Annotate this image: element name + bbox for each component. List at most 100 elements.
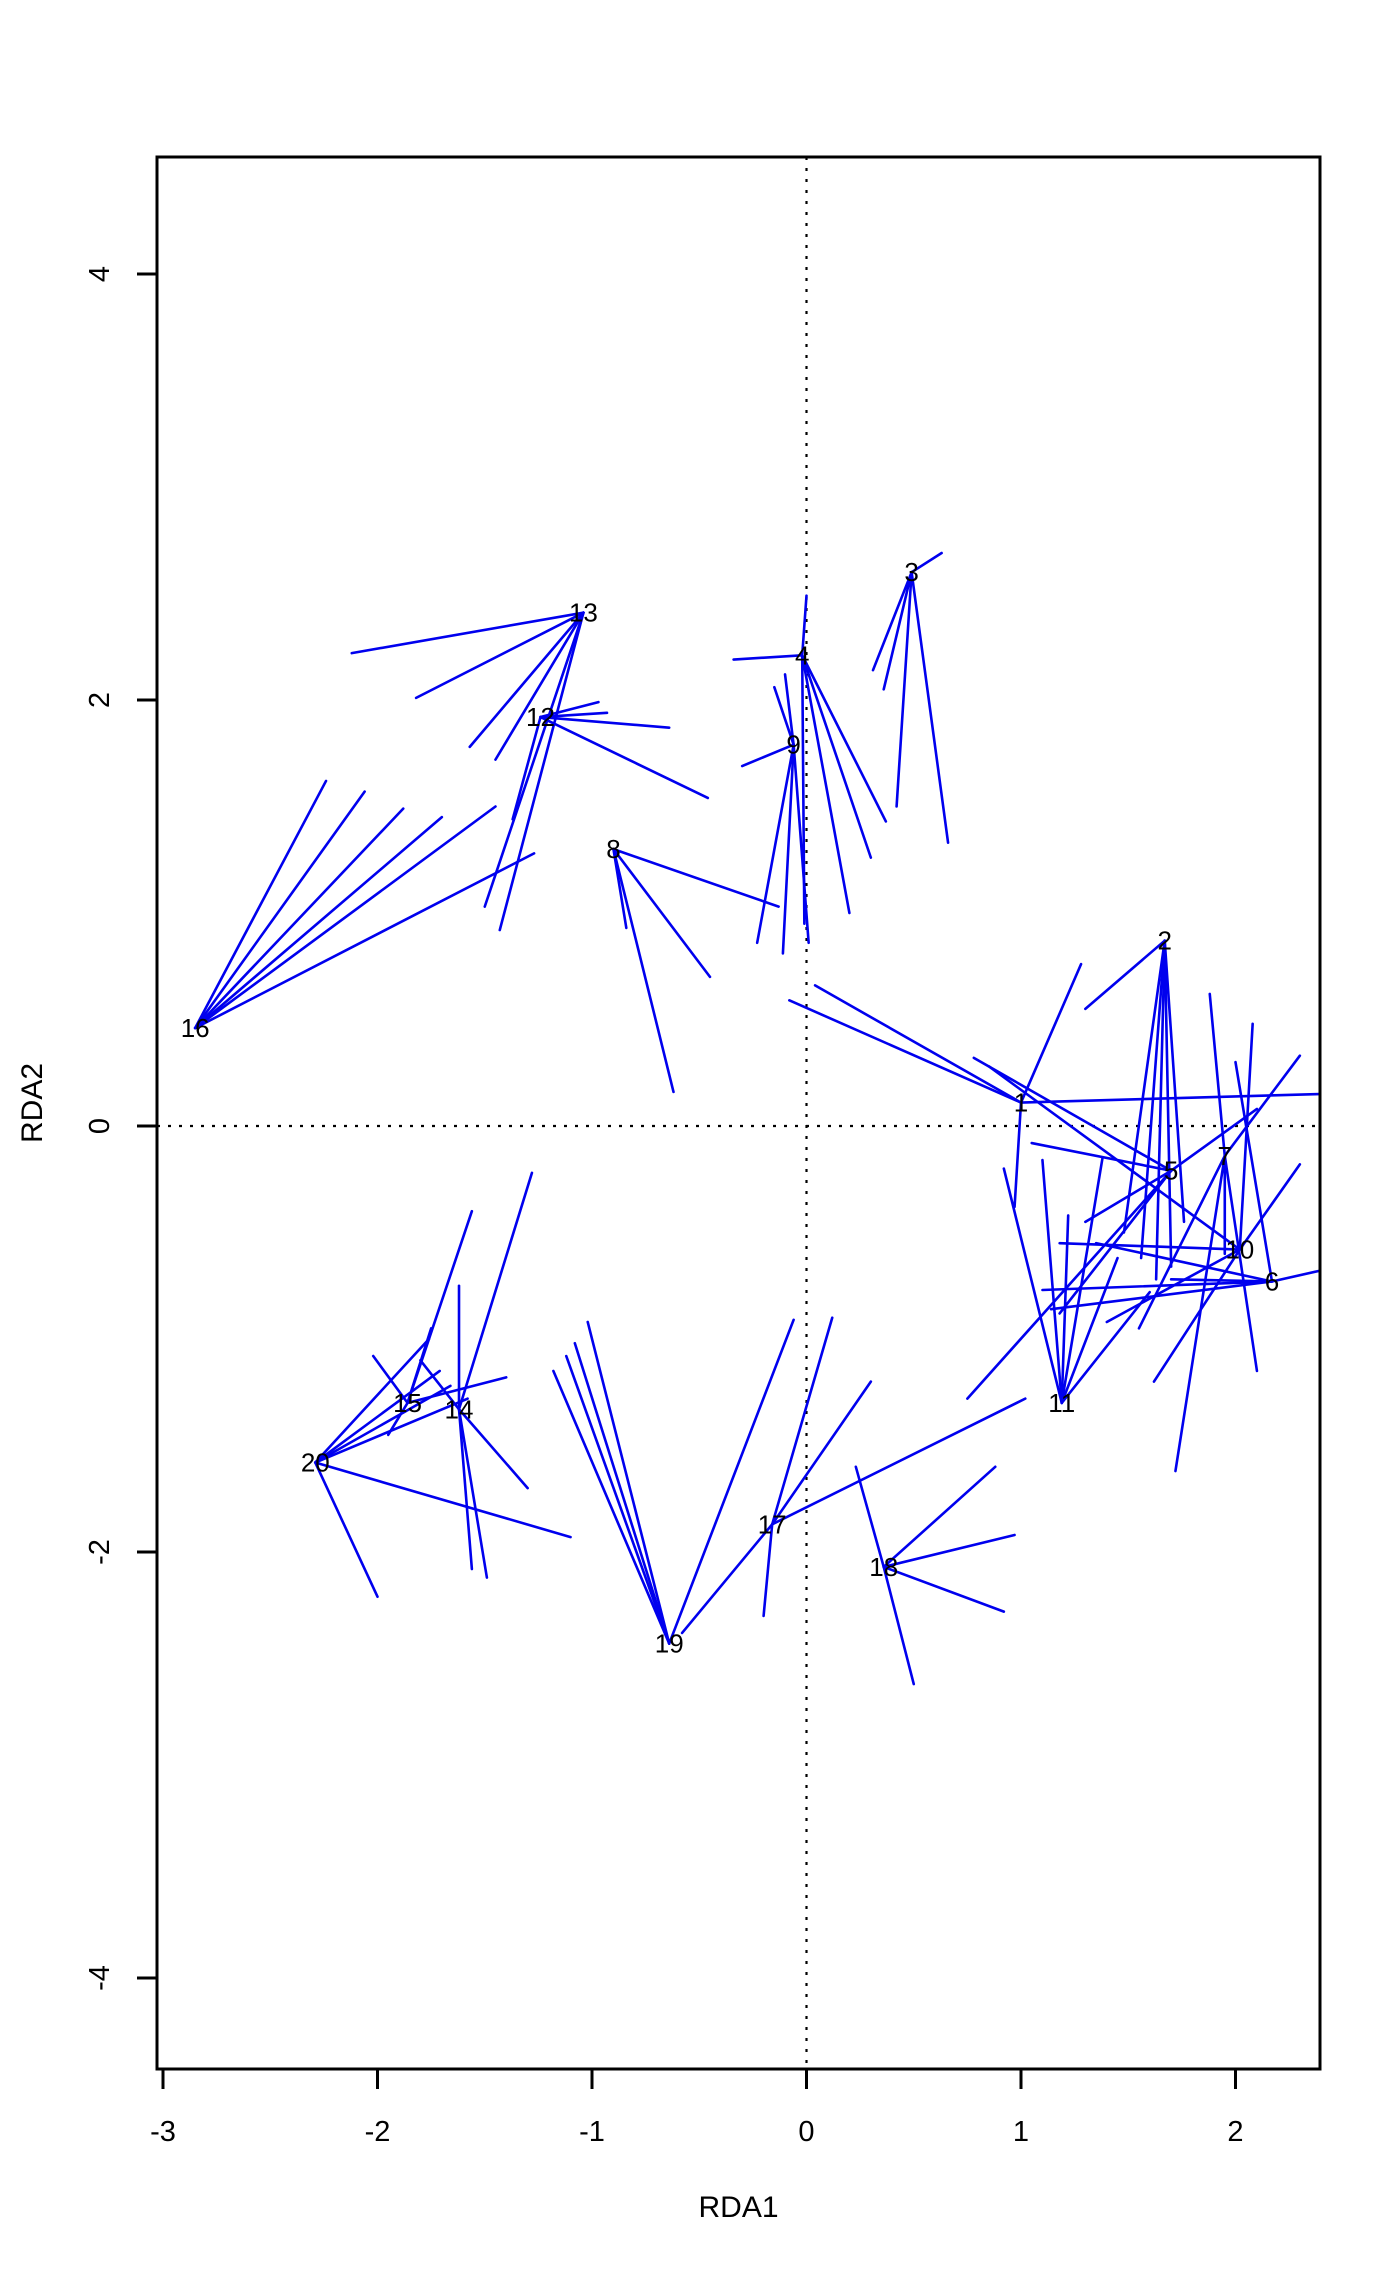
spider-leg-11-1 — [1002, 1167, 1064, 1405]
spider-leg-3-4 — [895, 570, 913, 808]
centroid-label-20: 20 — [301, 1448, 330, 1478]
x-tick-label-0: 0 — [798, 2116, 814, 2148]
spider-leg-9-4 — [792, 743, 810, 945]
centroid-label-7: 7 — [1218, 1141, 1232, 1171]
centroid-label-9: 9 — [786, 730, 800, 760]
spider-leg-20-4 — [313, 1397, 469, 1464]
spider-leg-4-3 — [800, 653, 888, 823]
spider-leg-16-6 — [193, 852, 536, 1030]
spider-leg-5-1 — [972, 1056, 1173, 1173]
spider-leg-12-5 — [511, 715, 542, 821]
spider-leg-13-3 — [468, 611, 585, 749]
y-axis-title: RDA2 — [16, 1063, 49, 1143]
spider-leg-4-2 — [800, 594, 808, 657]
centroid-label-1: 1 — [1014, 1088, 1028, 1118]
spider-leg-20-3 — [313, 1384, 452, 1464]
spider-leg-7-2 — [1223, 1054, 1302, 1158]
centroid-label-4: 4 — [795, 640, 809, 670]
spider-leg-20-5 — [313, 1461, 572, 1539]
centroid-label-13: 13 — [569, 598, 598, 628]
spider-leg-9-6 — [773, 685, 795, 747]
centroid-label-14: 14 — [445, 1394, 474, 1424]
spider-leg-18-3 — [882, 1533, 1016, 1569]
spider-leg-3-2 — [871, 570, 913, 672]
spider-leg-19-4 — [552, 1369, 671, 1645]
spider-leg-11-4 — [1060, 1256, 1119, 1405]
centroid-label-3: 3 — [904, 557, 918, 587]
spider-leg-12-4 — [539, 715, 710, 800]
spider-leg-18-5 — [882, 1565, 916, 1686]
centroid-label-18: 18 — [869, 1552, 898, 1582]
spider-leg-13-5 — [498, 611, 585, 932]
spider-leg-13-1 — [350, 611, 585, 655]
spider-leg-19-1 — [586, 1320, 671, 1645]
x-tick-label--3: -3 — [150, 2116, 176, 2148]
y-tick-label--2: -2 — [84, 1539, 116, 1565]
spider-leg-3-5 — [910, 570, 950, 845]
spider-leg-16-1 — [193, 779, 328, 1030]
spider-leg-20-1 — [313, 1337, 431, 1464]
spider-leg-11-2 — [1041, 1158, 1064, 1405]
x-tick-label-1: 1 — [1013, 2116, 1029, 2148]
spider-leg-1-3 — [1019, 962, 1083, 1104]
x-tick-label--2: -2 — [365, 2116, 391, 2148]
spider-leg-7-4 — [1174, 1154, 1227, 1473]
spider-leg-6-5 — [1169, 1278, 1274, 1283]
spider-leg-7-1 — [1208, 992, 1227, 1158]
x-tick-label-2: 2 — [1227, 2116, 1243, 2148]
spider-leg-16-2 — [193, 790, 366, 1030]
spider-leg-16-3 — [193, 807, 405, 1030]
spider-leg-8-1 — [612, 847, 675, 1094]
spider-leg-6-6 — [1234, 1060, 1274, 1283]
spider-leg-17-5 — [762, 1523, 774, 1618]
spider-leg-17-1 — [770, 1316, 834, 1526]
spider-leg-13-2 — [414, 611, 585, 700]
spider-leg-20-6 — [313, 1461, 379, 1599]
spider-leg-16-4 — [193, 815, 444, 1030]
x-axis-title: RDA1 — [698, 2191, 778, 2224]
centroid-label-8: 8 — [606, 834, 620, 864]
centroid-label-2: 2 — [1157, 926, 1171, 956]
spider-leg-14-5 — [419, 1359, 461, 1411]
spider-leg-11-3 — [1060, 1214, 1070, 1405]
spider-leg-11-5 — [1060, 1290, 1151, 1405]
spider-leg-5-5 — [966, 1169, 1173, 1400]
spider-leg-12-2 — [539, 711, 609, 719]
spider-leg-2-5 — [1163, 939, 1186, 1224]
spider-leg-14-4 — [457, 1407, 529, 1490]
spider-leg-1-5 — [1019, 1092, 1321, 1104]
spider-leg-20-2 — [313, 1369, 442, 1464]
spider-leg-9-5 — [783, 673, 795, 747]
spider-leg-10-2 — [1238, 1022, 1254, 1251]
spider-leg-2-6 — [1084, 939, 1167, 1011]
spider-leg-2-4 — [1163, 939, 1173, 1268]
spider-leg-18-1 — [854, 1465, 886, 1569]
centroid-label-19: 19 — [655, 1629, 684, 1659]
centroid-label-17: 17 — [758, 1509, 787, 1539]
y-tick-label-2: 2 — [84, 692, 116, 708]
spider-leg-4-4 — [800, 653, 873, 859]
spider-leg-5-6 — [1169, 1107, 1259, 1173]
spider-leg-17-3 — [770, 1397, 1027, 1526]
spider-leg-6-4 — [1270, 1269, 1321, 1283]
spider-leg-13-6 — [483, 611, 585, 908]
spider-leg-14-3 — [457, 1407, 489, 1579]
centroid-label-11: 11 — [1048, 1388, 1075, 1418]
spider-leg-2-1 — [1122, 939, 1167, 1234]
y-tick-label--4: -4 — [84, 1965, 116, 1991]
y-tick-label-4: 4 — [84, 266, 116, 282]
spider-leg-9-3 — [781, 743, 795, 955]
spider-leg-3-3 — [882, 570, 913, 691]
spider-leg-10-4 — [1152, 1248, 1242, 1383]
spider-leg-6-2 — [1049, 1280, 1274, 1311]
spider-leg-12-3 — [539, 715, 671, 729]
plot-frame — [155, 155, 1322, 2071]
spider-leg-15-4 — [406, 1376, 508, 1405]
centroid-label-6: 6 — [1265, 1266, 1279, 1296]
spider-leg-10-1 — [987, 1065, 1242, 1251]
spider-leg-8-3 — [612, 847, 780, 908]
spider-leg-11-6 — [1060, 1156, 1104, 1405]
spider-leg-17-4 — [680, 1523, 774, 1635]
spider-leg-10-5 — [1058, 1241, 1242, 1251]
